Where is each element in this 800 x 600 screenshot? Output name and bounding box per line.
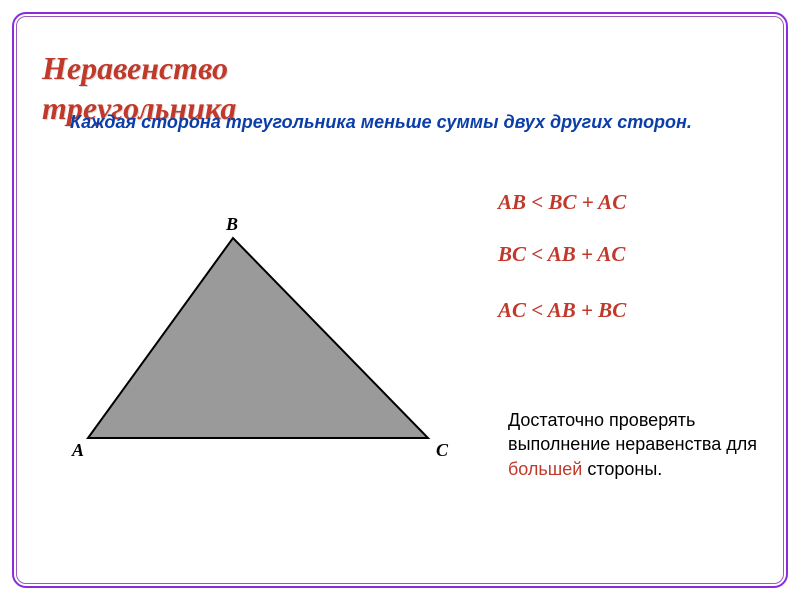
- inequality-2: BC < AB + AC: [498, 242, 625, 267]
- vertex-label-b: B: [225, 218, 238, 234]
- footnote: Достаточно проверять выполнение неравенс…: [508, 408, 798, 481]
- vertex-label-a: A: [71, 440, 84, 460]
- footnote-highlight: большей: [508, 459, 582, 479]
- triangle-shape: [88, 238, 428, 438]
- triangle-diagram: A B C: [58, 218, 458, 478]
- vertex-label-c: C: [436, 440, 449, 460]
- slide-content: Неравенство треугольника Каждая сторона …: [28, 28, 772, 572]
- title-line-1: Неравенство: [42, 48, 236, 88]
- footnote-post: стороны.: [582, 459, 662, 479]
- footnote-pre: Достаточно проверять выполнение неравенс…: [508, 410, 757, 454]
- triangle-svg: A B C: [58, 218, 458, 478]
- slide-subtitle: Каждая сторона треугольника меньше суммы…: [70, 112, 730, 133]
- inequality-1: AB < BC + AC: [498, 190, 626, 215]
- inequality-3: AC < AB + BC: [498, 298, 626, 323]
